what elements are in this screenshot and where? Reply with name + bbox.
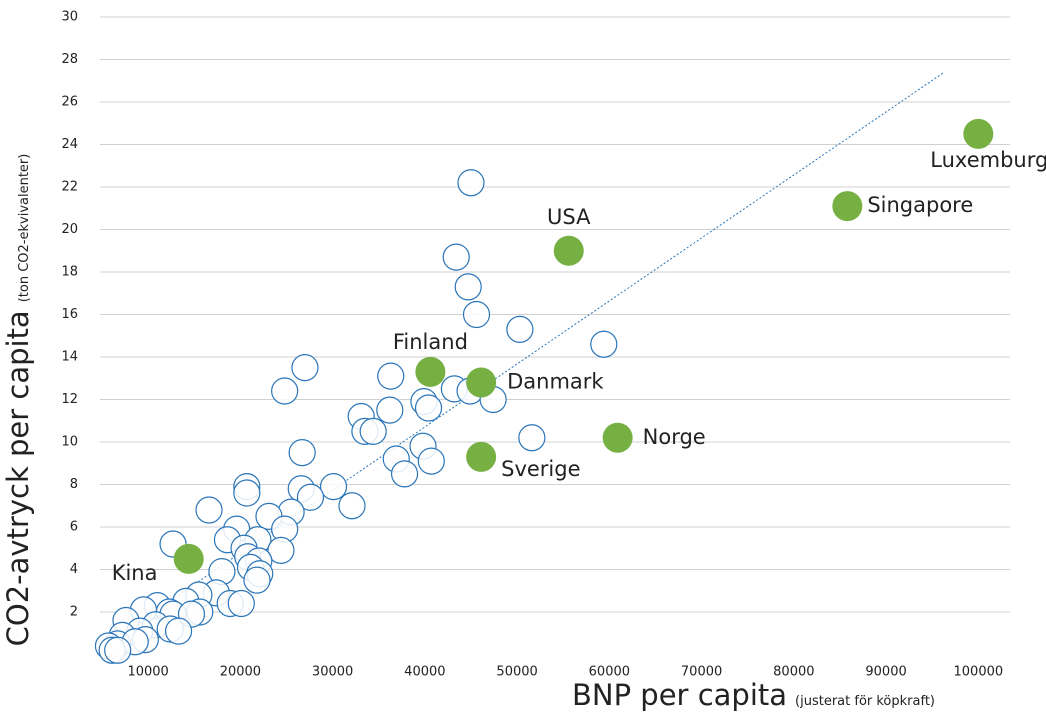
point <box>454 273 482 301</box>
point <box>359 417 387 445</box>
point-label: Singapore <box>867 193 973 217</box>
y-tick-label: 16 <box>61 307 78 322</box>
y-tick-label: 14 <box>61 350 78 365</box>
point <box>457 169 485 197</box>
x-tick-label: 40000 <box>404 665 445 680</box>
highlight-point <box>553 235 584 266</box>
x-tick-label: 80000 <box>773 665 814 680</box>
x-label: BNP per capita <box>572 678 787 712</box>
y-tick-label: 10 <box>61 435 78 450</box>
x-tick-label: 30000 <box>312 665 353 680</box>
highlight-point <box>466 367 497 398</box>
highlight-point <box>832 191 863 222</box>
point <box>518 424 546 452</box>
y-tick-label: 28 <box>61 52 78 67</box>
point <box>338 492 366 520</box>
y-tick-label: 6 <box>70 520 78 535</box>
point <box>506 315 534 343</box>
x-tick-label: 20000 <box>220 665 261 680</box>
y-tick-label: 24 <box>61 137 78 152</box>
point <box>462 300 491 329</box>
y-label: CO2-avtryck per capita <box>1 310 35 646</box>
point <box>442 243 470 271</box>
y-tick-label: 18 <box>61 265 78 280</box>
y-tick-label: 12 <box>61 392 78 407</box>
y-tick-label: 30 <box>61 10 78 25</box>
y-axis-title: CO2-avtryck per capita (ton CO2-ekvivalen… <box>1 154 35 647</box>
point-label: Luxemburg <box>930 148 1046 172</box>
point <box>296 483 325 511</box>
point <box>414 394 443 422</box>
y-tick-label: 2 <box>70 605 78 620</box>
point-label: Finland <box>393 330 468 354</box>
point <box>227 589 255 618</box>
y-tick-label: 20 <box>61 222 78 237</box>
highlight-point <box>602 422 633 453</box>
highlight-point <box>415 356 446 387</box>
point <box>377 362 405 390</box>
y-label-note: (ton CO2-ekvivalenter) <box>17 154 32 303</box>
point <box>319 473 348 501</box>
trendline <box>134 71 945 626</box>
point <box>164 617 193 645</box>
point <box>233 479 261 507</box>
highlight-point <box>173 543 204 574</box>
point <box>590 330 618 358</box>
point-label: USA <box>547 205 591 229</box>
point <box>288 439 316 467</box>
x-axis-title: BNP per capita (justerat för köpkraft) <box>572 678 935 712</box>
point-label: Norge <box>643 425 706 449</box>
y-tick-label: 4 <box>70 562 78 577</box>
point <box>417 447 445 475</box>
point-label: Sverige <box>501 457 580 481</box>
point <box>390 460 419 488</box>
y-tick-label: 8 <box>70 477 78 492</box>
point <box>291 354 319 382</box>
point <box>271 377 299 405</box>
x-tick-label: 70000 <box>681 665 722 680</box>
x-tick-label: 60000 <box>589 665 630 680</box>
point <box>243 566 271 594</box>
x-tick-label: 10000 <box>127 665 168 680</box>
highlight-point <box>963 118 994 149</box>
point-label: Kina <box>112 561 158 585</box>
x-tick-label: 100000 <box>954 665 1004 680</box>
highlight-point <box>466 441 497 472</box>
x-tick-label: 50000 <box>496 665 537 680</box>
point <box>267 536 295 564</box>
point-label: Danmark <box>507 370 604 394</box>
x-label-note: (justerat för köpkraft) <box>795 694 935 709</box>
point <box>376 396 404 424</box>
y-tick-label: 26 <box>61 95 78 110</box>
y-tick-label: 22 <box>61 180 78 195</box>
point <box>104 636 132 664</box>
point <box>195 496 223 524</box>
x-tick-label: 90000 <box>865 665 906 680</box>
